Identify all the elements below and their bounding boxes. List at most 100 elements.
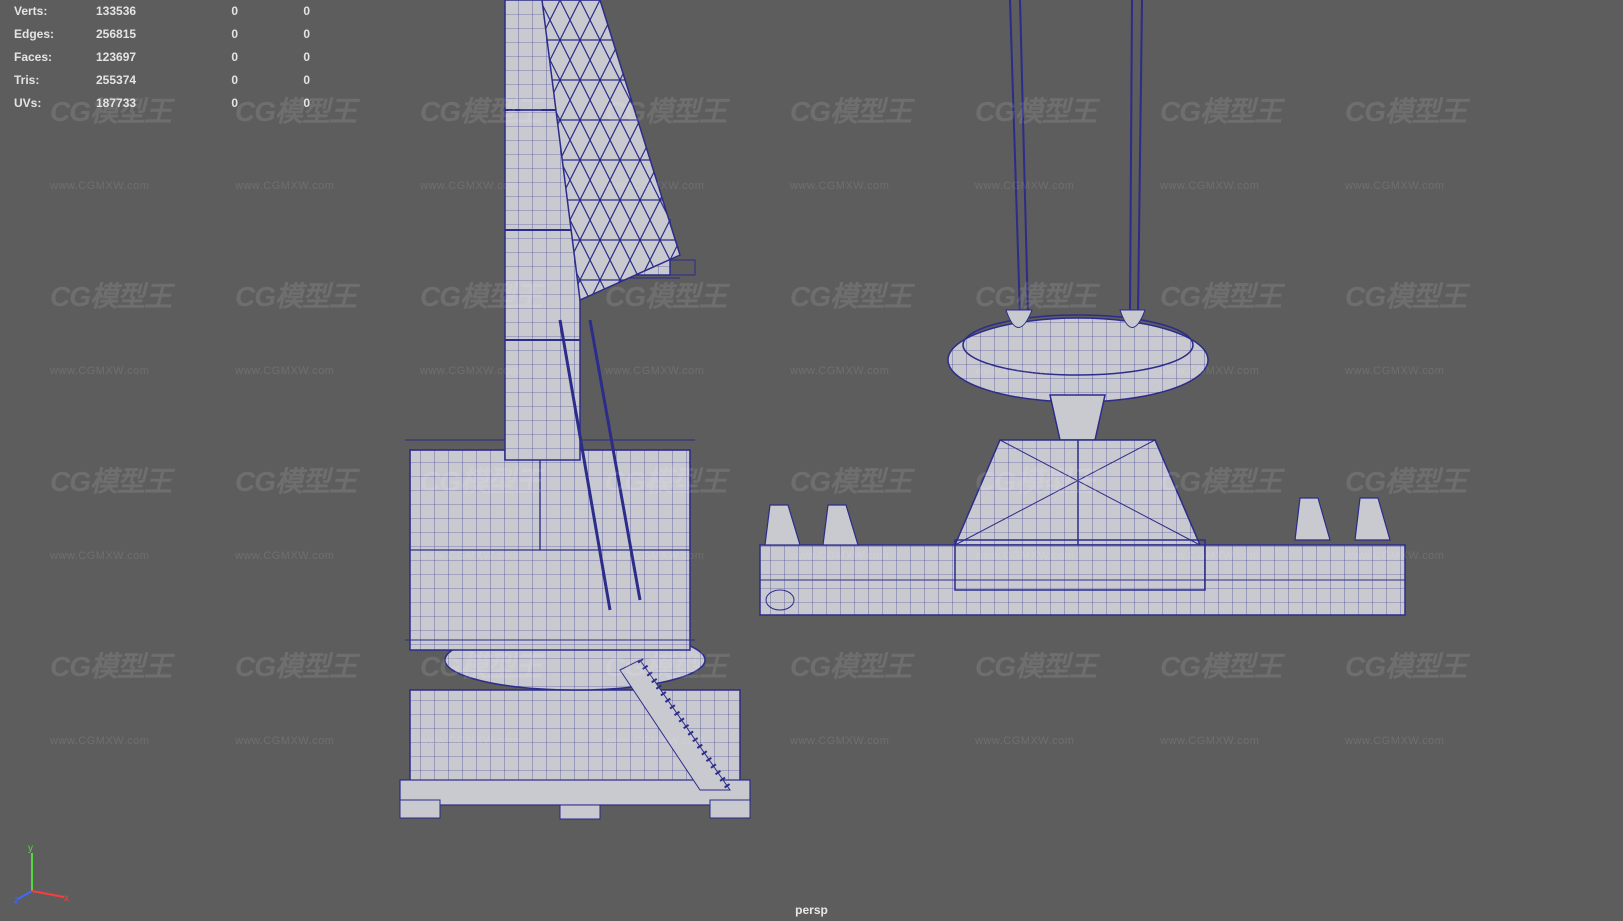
spreader-beam <box>760 498 1405 615</box>
axis-z-label: z <box>14 895 19 903</box>
watermark-logo: CG模型王 <box>50 275 171 315</box>
watermark-logo: CG模型王 <box>420 460 541 500</box>
watermark-url: www.CGMXW.com <box>420 180 519 192</box>
watermark-logo: CG模型王 <box>605 645 726 685</box>
hud-value-col3: 0 <box>246 0 318 23</box>
camera-label: persp <box>795 903 828 917</box>
watermark-url: www.CGMXW.com <box>235 365 334 377</box>
watermark-url: www.CGMXW.com <box>420 550 519 562</box>
watermark-logo: CG模型王 <box>1345 275 1466 315</box>
watermark-logo: CG模型王 <box>420 645 541 685</box>
axis-y-label: y <box>28 843 33 854</box>
hud-value-col3: 0 <box>246 46 318 69</box>
hud-value-col2: 0 <box>174 69 246 92</box>
watermark-url: www.CGMXW.com <box>1345 365 1444 377</box>
hud-value-col3: 0 <box>246 23 318 46</box>
watermark-logo: CG模型王 <box>235 275 356 315</box>
operator-cab <box>600 220 695 278</box>
watermark-logo: CG模型王 <box>1160 645 1281 685</box>
watermark-url: www.CGMXW.com <box>605 365 704 377</box>
watermark-url: www.CGMXW.com <box>235 550 334 562</box>
hud-value-col2: 0 <box>174 92 246 115</box>
watermark-logo: CG模型王 <box>1160 275 1281 315</box>
watermark-url: www.CGMXW.com <box>50 365 149 377</box>
hud-value-total: 256815 <box>96 23 174 46</box>
hud-value-col3: 0 <box>246 69 318 92</box>
watermark-logo: CG模型王 <box>1160 460 1281 500</box>
watermark-logo: CG模型王 <box>975 460 1096 500</box>
axis-x-label: x <box>64 893 69 903</box>
spreader-frame <box>955 440 1200 545</box>
watermark-layer: CG模型王 CG模型王 CG模型王 CG模型王 CG模型王 CG模型王 CG模型王 CG模型王… <box>0 0 1623 921</box>
hud-row: Faces:12369700 <box>14 46 318 69</box>
watermark-logo: CG模型王 <box>1345 90 1466 130</box>
hud-value-total: 255374 <box>96 69 174 92</box>
watermark-url: www.CGMXW.com <box>790 550 889 562</box>
hud-label: Verts: <box>14 0 96 23</box>
watermark-url: www.CGMXW.com <box>790 180 889 192</box>
watermark-logo: CG模型王 <box>605 90 726 130</box>
watermark-url: www.CGMXW.com <box>975 180 1074 192</box>
watermark-url: www.CGMXW.com <box>975 365 1074 377</box>
watermark-url: www.CGMXW.com <box>975 735 1074 747</box>
hud-value-col3: 0 <box>246 92 318 115</box>
watermark-logo: CG模型王 <box>605 275 726 315</box>
watermark-logo: CG模型王 <box>975 90 1096 130</box>
watermark-logo: CG模型王 <box>975 645 1096 685</box>
watermark-logo: CG模型王 <box>235 645 356 685</box>
axis-gizmo: y x z <box>14 843 74 903</box>
watermark-url: www.CGMXW.com <box>1160 735 1259 747</box>
watermark-logo: CG模型王 <box>975 275 1096 315</box>
watermark-url: www.CGMXW.com <box>1345 180 1444 192</box>
hud-row: UVs:18773300 <box>14 92 318 115</box>
watermark-logo: CG模型王 <box>420 90 541 130</box>
watermark-url: www.CGMXW.com <box>420 365 519 377</box>
crane-cabins <box>405 440 695 650</box>
watermark-url: www.CGMXW.com <box>50 180 149 192</box>
watermark-url: www.CGMXW.com <box>235 180 334 192</box>
watermark-logo: CG模型王 <box>790 275 911 315</box>
watermark-url: www.CGMXW.com <box>50 735 149 747</box>
watermark-url: www.CGMXW.com <box>1160 180 1259 192</box>
watermark-logo: CG模型王 <box>235 460 356 500</box>
hud-row: Verts:13353600 <box>14 0 318 23</box>
hud-value-col2: 0 <box>174 23 246 46</box>
watermark-url: www.CGMXW.com <box>605 180 704 192</box>
watermark-logo: CG模型王 <box>605 460 726 500</box>
watermark-url: www.CGMXW.com <box>420 735 519 747</box>
watermark-logo: CG模型王 <box>50 645 171 685</box>
hud-label: Faces: <box>14 46 96 69</box>
crane-column <box>505 0 580 460</box>
hud-value-total: 123697 <box>96 46 174 69</box>
viewport-3d[interactable]: CG模型王 CG模型王 CG模型王 CG模型王 CG模型王 CG模型王 CG模型王 CG模型王… <box>0 0 1623 921</box>
watermark-logo: CG模型王 <box>50 460 171 500</box>
crane-boom <box>542 0 680 300</box>
hud-value-col2: 0 <box>174 0 246 23</box>
watermark-logo: CG模型王 <box>1345 645 1466 685</box>
watermark-logo: CG模型王 <box>790 90 911 130</box>
hud-row: Edges:25681500 <box>14 23 318 46</box>
hud-value-col2: 0 <box>174 46 246 69</box>
hoist-cables <box>1010 0 1142 315</box>
watermark-url: www.CGMXW.com <box>1160 550 1259 562</box>
hud-value-total: 187733 <box>96 92 174 115</box>
watermark-logo: CG模型王 <box>1160 90 1281 130</box>
hud-value-total: 133536 <box>96 0 174 23</box>
hud-label: UVs: <box>14 92 96 115</box>
hud-row: Tris:25537400 <box>14 69 318 92</box>
watermark-logo: CG模型王 <box>1345 460 1466 500</box>
watermark-url: www.CGMXW.com <box>235 735 334 747</box>
watermark-url: www.CGMXW.com <box>790 735 889 747</box>
watermark-url: www.CGMXW.com <box>790 365 889 377</box>
hud-label: Edges: <box>14 23 96 46</box>
watermark-url: www.CGMXW.com <box>1160 365 1259 377</box>
watermark-logo: CG模型王 <box>420 275 541 315</box>
model-wireframe <box>0 0 1623 921</box>
crane-base <box>400 630 750 819</box>
watermark-url: www.CGMXW.com <box>975 550 1074 562</box>
spreader-headblock <box>948 310 1208 440</box>
watermark-logo: CG模型王 <box>790 460 911 500</box>
watermark-logo: CG模型王 <box>790 645 911 685</box>
hud-label: Tris: <box>14 69 96 92</box>
watermark-url: www.CGMXW.com <box>1345 735 1444 747</box>
